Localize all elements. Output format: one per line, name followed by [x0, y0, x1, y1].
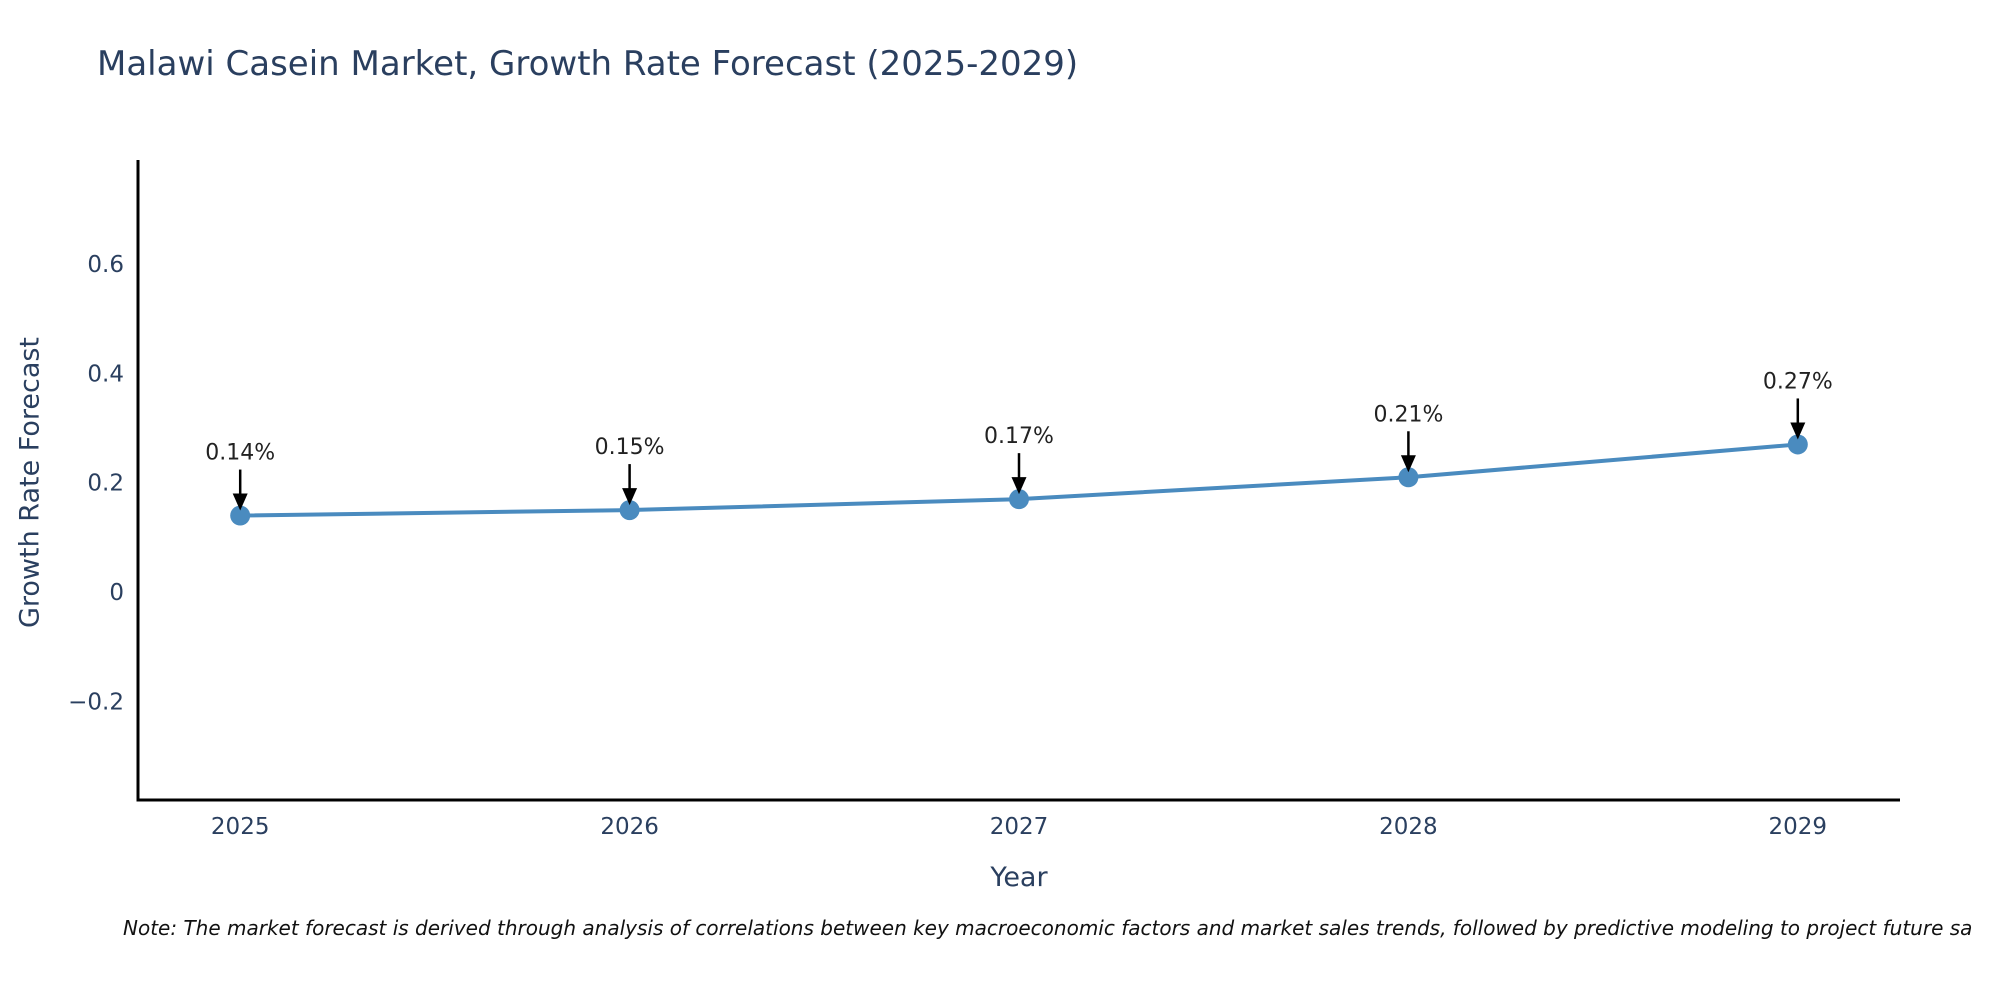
point-value-label: 0.27%	[1763, 369, 1833, 394]
x-tick-label[interactable]: 2026	[600, 814, 659, 840]
annotation-arrow-head	[622, 488, 638, 506]
x-tick-label[interactable]: 2025	[211, 814, 270, 840]
annotation-arrow-head	[1011, 477, 1027, 495]
x-axis-title: Year	[990, 862, 1048, 893]
annotation-arrow-head	[1790, 422, 1806, 440]
data-point[interactable]	[619, 500, 640, 521]
y-axis-title: Growth Rate Forecast	[14, 336, 46, 629]
x-tick-label[interactable]: 2028	[1379, 814, 1438, 840]
x-tick-label[interactable]: 2027	[990, 814, 1049, 840]
point-value-label: 0.17%	[984, 424, 1054, 449]
y-tick-label: 0.4	[87, 361, 124, 387]
footnote: Note: The market forecast is derived thr…	[123, 916, 1973, 940]
y-tick-label: 0	[109, 580, 124, 606]
data-point[interactable]	[230, 505, 251, 526]
x-tick-label[interactable]: 2029	[1769, 814, 1828, 840]
y-tick-label: 0.6	[87, 252, 124, 278]
data-point[interactable]	[1398, 467, 1419, 488]
data-point[interactable]	[1009, 489, 1029, 510]
point-value-label: 0.14%	[205, 441, 275, 466]
y-tick-label: −0.2	[68, 690, 124, 716]
annotation-arrow-head	[1400, 455, 1416, 473]
point-value-label: 0.21%	[1373, 402, 1443, 427]
y-tick-label: 0.2	[87, 471, 124, 497]
chart-title: Malawi Casein Market, Growth Rate Foreca…	[97, 44, 1079, 84]
point-value-label: 0.15%	[595, 435, 665, 460]
annotation-arrow-head	[232, 493, 248, 511]
data-point[interactable]	[1787, 434, 1808, 455]
